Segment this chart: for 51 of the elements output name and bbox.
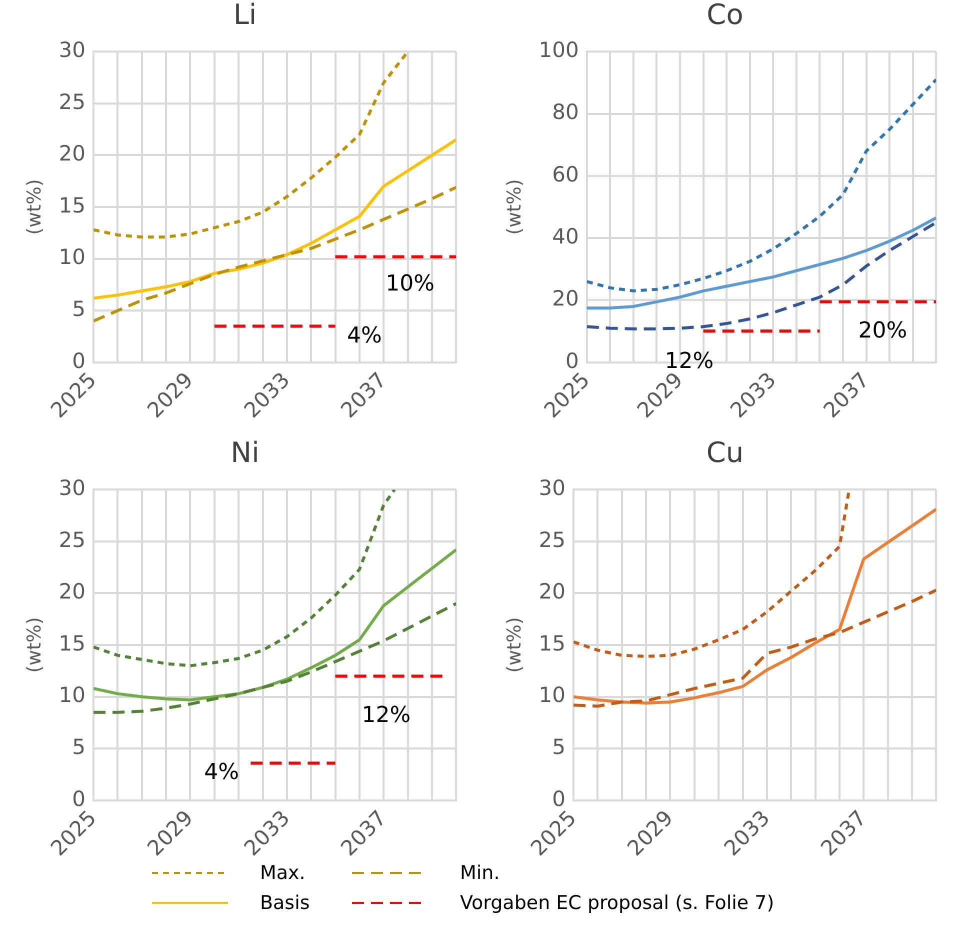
y-tick-label: 20 [58,142,86,166]
annotation: 12% [362,703,411,728]
y-tick-label: 20 [552,286,579,311]
y-tick-label: 10 [58,245,86,270]
y-tick-label: 15 [58,193,86,218]
legend-label: Max. [260,862,306,884]
annotation: 4% [204,760,239,786]
line-series [94,490,396,668]
line-series [586,78,936,292]
y-tick-label: 5 [72,735,86,760]
y-tick-label: 25 [538,528,566,552]
y-axis-title: (wt%) [23,617,46,673]
y-axis-title: (wt%) [23,179,46,235]
legend-label: Min. [460,862,501,884]
line-series [574,588,936,708]
annotation: 12% [664,349,714,374]
y-tick-label: 30 [58,476,86,500]
y-tick-label: 10 [58,683,86,708]
y-tick-label: 25 [58,90,86,114]
annotation: 20% [858,318,908,344]
y-tick-label: 10 [538,683,566,708]
line-series [94,52,410,239]
annotation: 10% [386,271,435,296]
y-tick-label: 0 [72,348,86,373]
y-tick-label: 20 [538,580,566,604]
chart-title: Cu [706,436,744,470]
y-tick-label: 20 [58,580,86,604]
chart-title: Li [233,0,257,32]
y-tick-label: 100 [538,38,579,62]
legend-label: Basis [260,892,311,914]
annotation: 4% [346,323,382,348]
line-series [94,186,456,322]
legend-label: Vorgaben EC proposal (s. Folie 7) [460,892,776,914]
y-tick-label: 25 [58,528,86,552]
y-tick-label: 5 [552,735,566,760]
y-tick-label: 40 [552,224,579,249]
chart-title: Ni [230,436,260,470]
y-tick-label: 15 [538,631,566,656]
y-tick-label: 15 [58,631,86,656]
y-tick-label: 60 [552,162,579,186]
y-axis-title: (wt%) [503,617,526,673]
y-tick-label: 0 [552,786,566,811]
line-series [574,490,851,658]
y-tick-label: 30 [58,38,86,62]
chart-title: Co [706,0,744,32]
y-tick-label: 0 [566,348,579,373]
y-tick-label: 30 [538,476,566,500]
y-tick-label: 5 [72,297,86,322]
y-tick-label: 80 [552,100,579,124]
y-axis-title: (wt%) [503,179,526,235]
y-tick-label: 0 [72,786,86,811]
